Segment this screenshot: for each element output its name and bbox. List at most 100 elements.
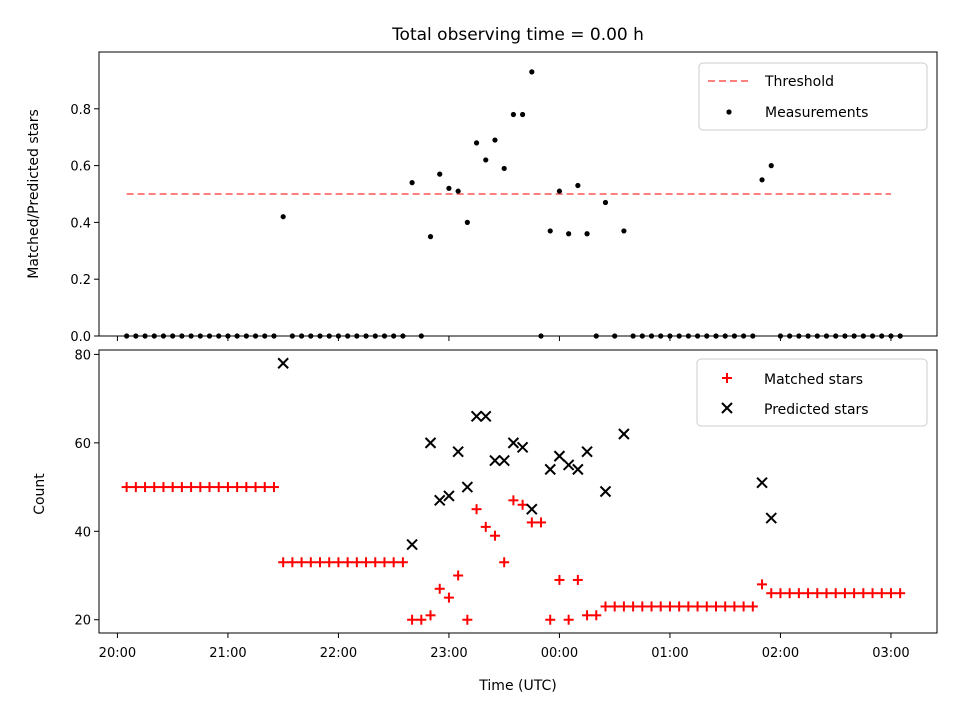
matched-point: [195, 482, 206, 493]
measurement-point: [805, 333, 811, 339]
measurement-point: [520, 111, 526, 118]
measurement-point: [566, 231, 572, 237]
matched-point: [710, 601, 721, 612]
measurement-point: [851, 333, 857, 339]
measurement-point: [372, 333, 378, 339]
measurement-point: [345, 333, 351, 339]
measurement-point: [538, 333, 544, 339]
measurement-point: [731, 333, 738, 339]
matched-point: [388, 557, 399, 568]
measurement-point: [418, 333, 424, 339]
matched-point: [600, 601, 611, 612]
matched-point: [858, 588, 869, 599]
matched-point: [204, 482, 215, 493]
matched-point: [821, 588, 832, 599]
measurement-point: [271, 333, 277, 339]
predicted-point: [599, 485, 612, 498]
measurement-point: [575, 182, 581, 189]
matched-point: [664, 601, 675, 612]
measurement-point: [234, 333, 240, 339]
matched-point: [443, 592, 454, 603]
matched-point: [416, 614, 427, 625]
matched-point: [895, 588, 906, 599]
measurement-point: [713, 333, 719, 339]
matched-point: [222, 482, 233, 493]
matched-point: [812, 588, 823, 599]
measurement-point: [759, 177, 765, 183]
matched-point: [545, 614, 556, 625]
measurement-point: [584, 231, 590, 237]
matched-point: [609, 601, 620, 612]
measurement-point: [768, 163, 774, 169]
measurement-point: [151, 333, 157, 339]
matched-point: [655, 601, 666, 612]
measurement-point: [354, 333, 360, 339]
measurement-point: [381, 333, 388, 339]
predicted-point: [443, 490, 455, 502]
predicted-point: [507, 437, 520, 449]
predicted-point: [544, 463, 556, 476]
matched-point: [793, 588, 804, 599]
measurement-point: [602, 199, 609, 206]
matched-point: [803, 588, 814, 599]
matched-point: [738, 601, 749, 612]
matched-point: [259, 482, 270, 493]
matched-point: [186, 482, 197, 493]
measurement-point: [510, 111, 516, 118]
matched-point: [397, 557, 408, 568]
matched-point: [305, 557, 316, 568]
matched-point: [784, 588, 795, 599]
measurement-point: [658, 333, 664, 339]
matched-point: [766, 588, 777, 599]
matched-point: [830, 588, 841, 599]
plot-frame: [98, 349, 938, 634]
matched-point: [876, 588, 887, 599]
measurement-point: [492, 137, 498, 143]
chart-title: Total observing time = 0.00 h: [391, 25, 644, 45]
matched-point: [278, 557, 289, 568]
predicted-point: [489, 454, 501, 467]
matched-point: [287, 557, 298, 568]
measurement-point: [308, 333, 314, 339]
matched-point: [747, 601, 758, 612]
measurement-point: [612, 333, 618, 339]
matched-point: [572, 574, 583, 585]
matched-point: [692, 601, 703, 612]
predicted-point: [434, 494, 446, 507]
matched-point: [453, 570, 464, 581]
measurement-point: [639, 333, 645, 339]
x-tick-label: 03:00: [872, 646, 909, 661]
measurement-point: [621, 228, 627, 234]
matched-point: [158, 482, 169, 493]
x-tick-label: 02:00: [762, 646, 799, 661]
predicted-point: [470, 410, 483, 423]
matched-point: [729, 601, 740, 612]
y-tick-label: 0.2: [70, 273, 91, 288]
measurement-point: [326, 333, 332, 339]
matched-point: [554, 574, 565, 585]
legend-predicted-swatch: [721, 402, 733, 414]
matched-point: [646, 601, 657, 612]
measurement-point: [206, 333, 213, 339]
matched-point: [849, 588, 860, 599]
matched-point: [407, 614, 418, 625]
predicted-point: [581, 445, 593, 458]
matched-point: [480, 521, 491, 532]
matched-point: [167, 482, 178, 493]
measurement-point: [529, 69, 535, 75]
legend-measurement-swatch: [726, 109, 732, 115]
measurement-point: [473, 140, 480, 146]
matched-point: [296, 557, 307, 568]
measurement-point: [243, 333, 249, 339]
measurement-point: [823, 333, 830, 339]
predicted-point: [526, 503, 538, 515]
matched-point: [775, 588, 786, 599]
matched-point: [176, 482, 187, 493]
matched-point: [315, 557, 326, 568]
measurement-point: [225, 333, 231, 339]
matched-point: [591, 610, 602, 621]
y-tick-label: 40: [74, 525, 91, 540]
measurement-point: [630, 333, 636, 339]
matched-point: [471, 504, 482, 515]
bottom-y-axis-label: Count: [32, 473, 48, 515]
